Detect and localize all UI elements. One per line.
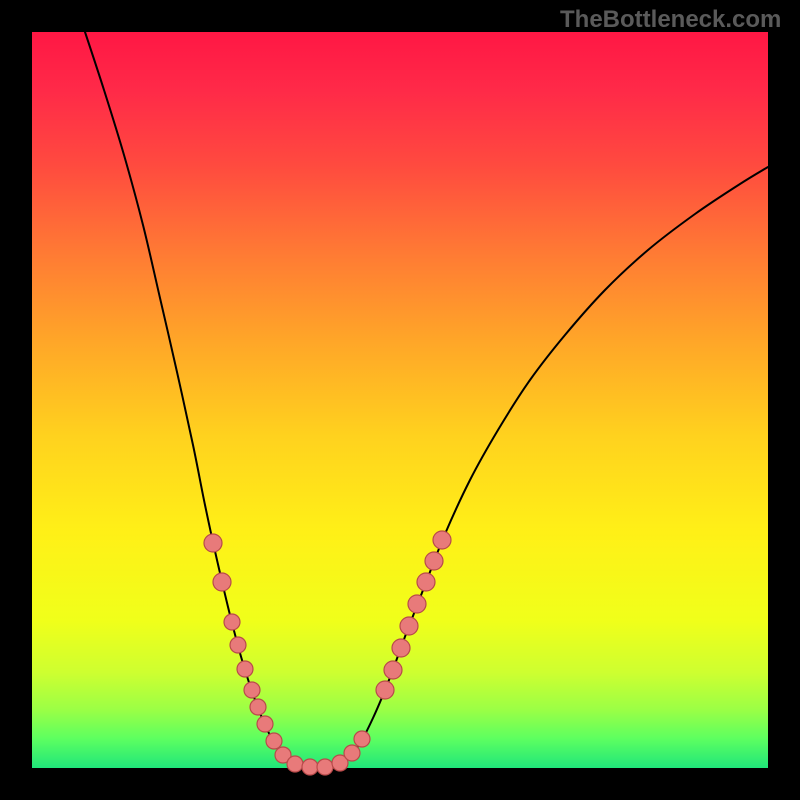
watermark-text: TheBottleneck.com xyxy=(560,6,781,34)
chart-stage: TheBottleneck.com xyxy=(0,0,800,800)
gradient-background xyxy=(32,32,768,768)
